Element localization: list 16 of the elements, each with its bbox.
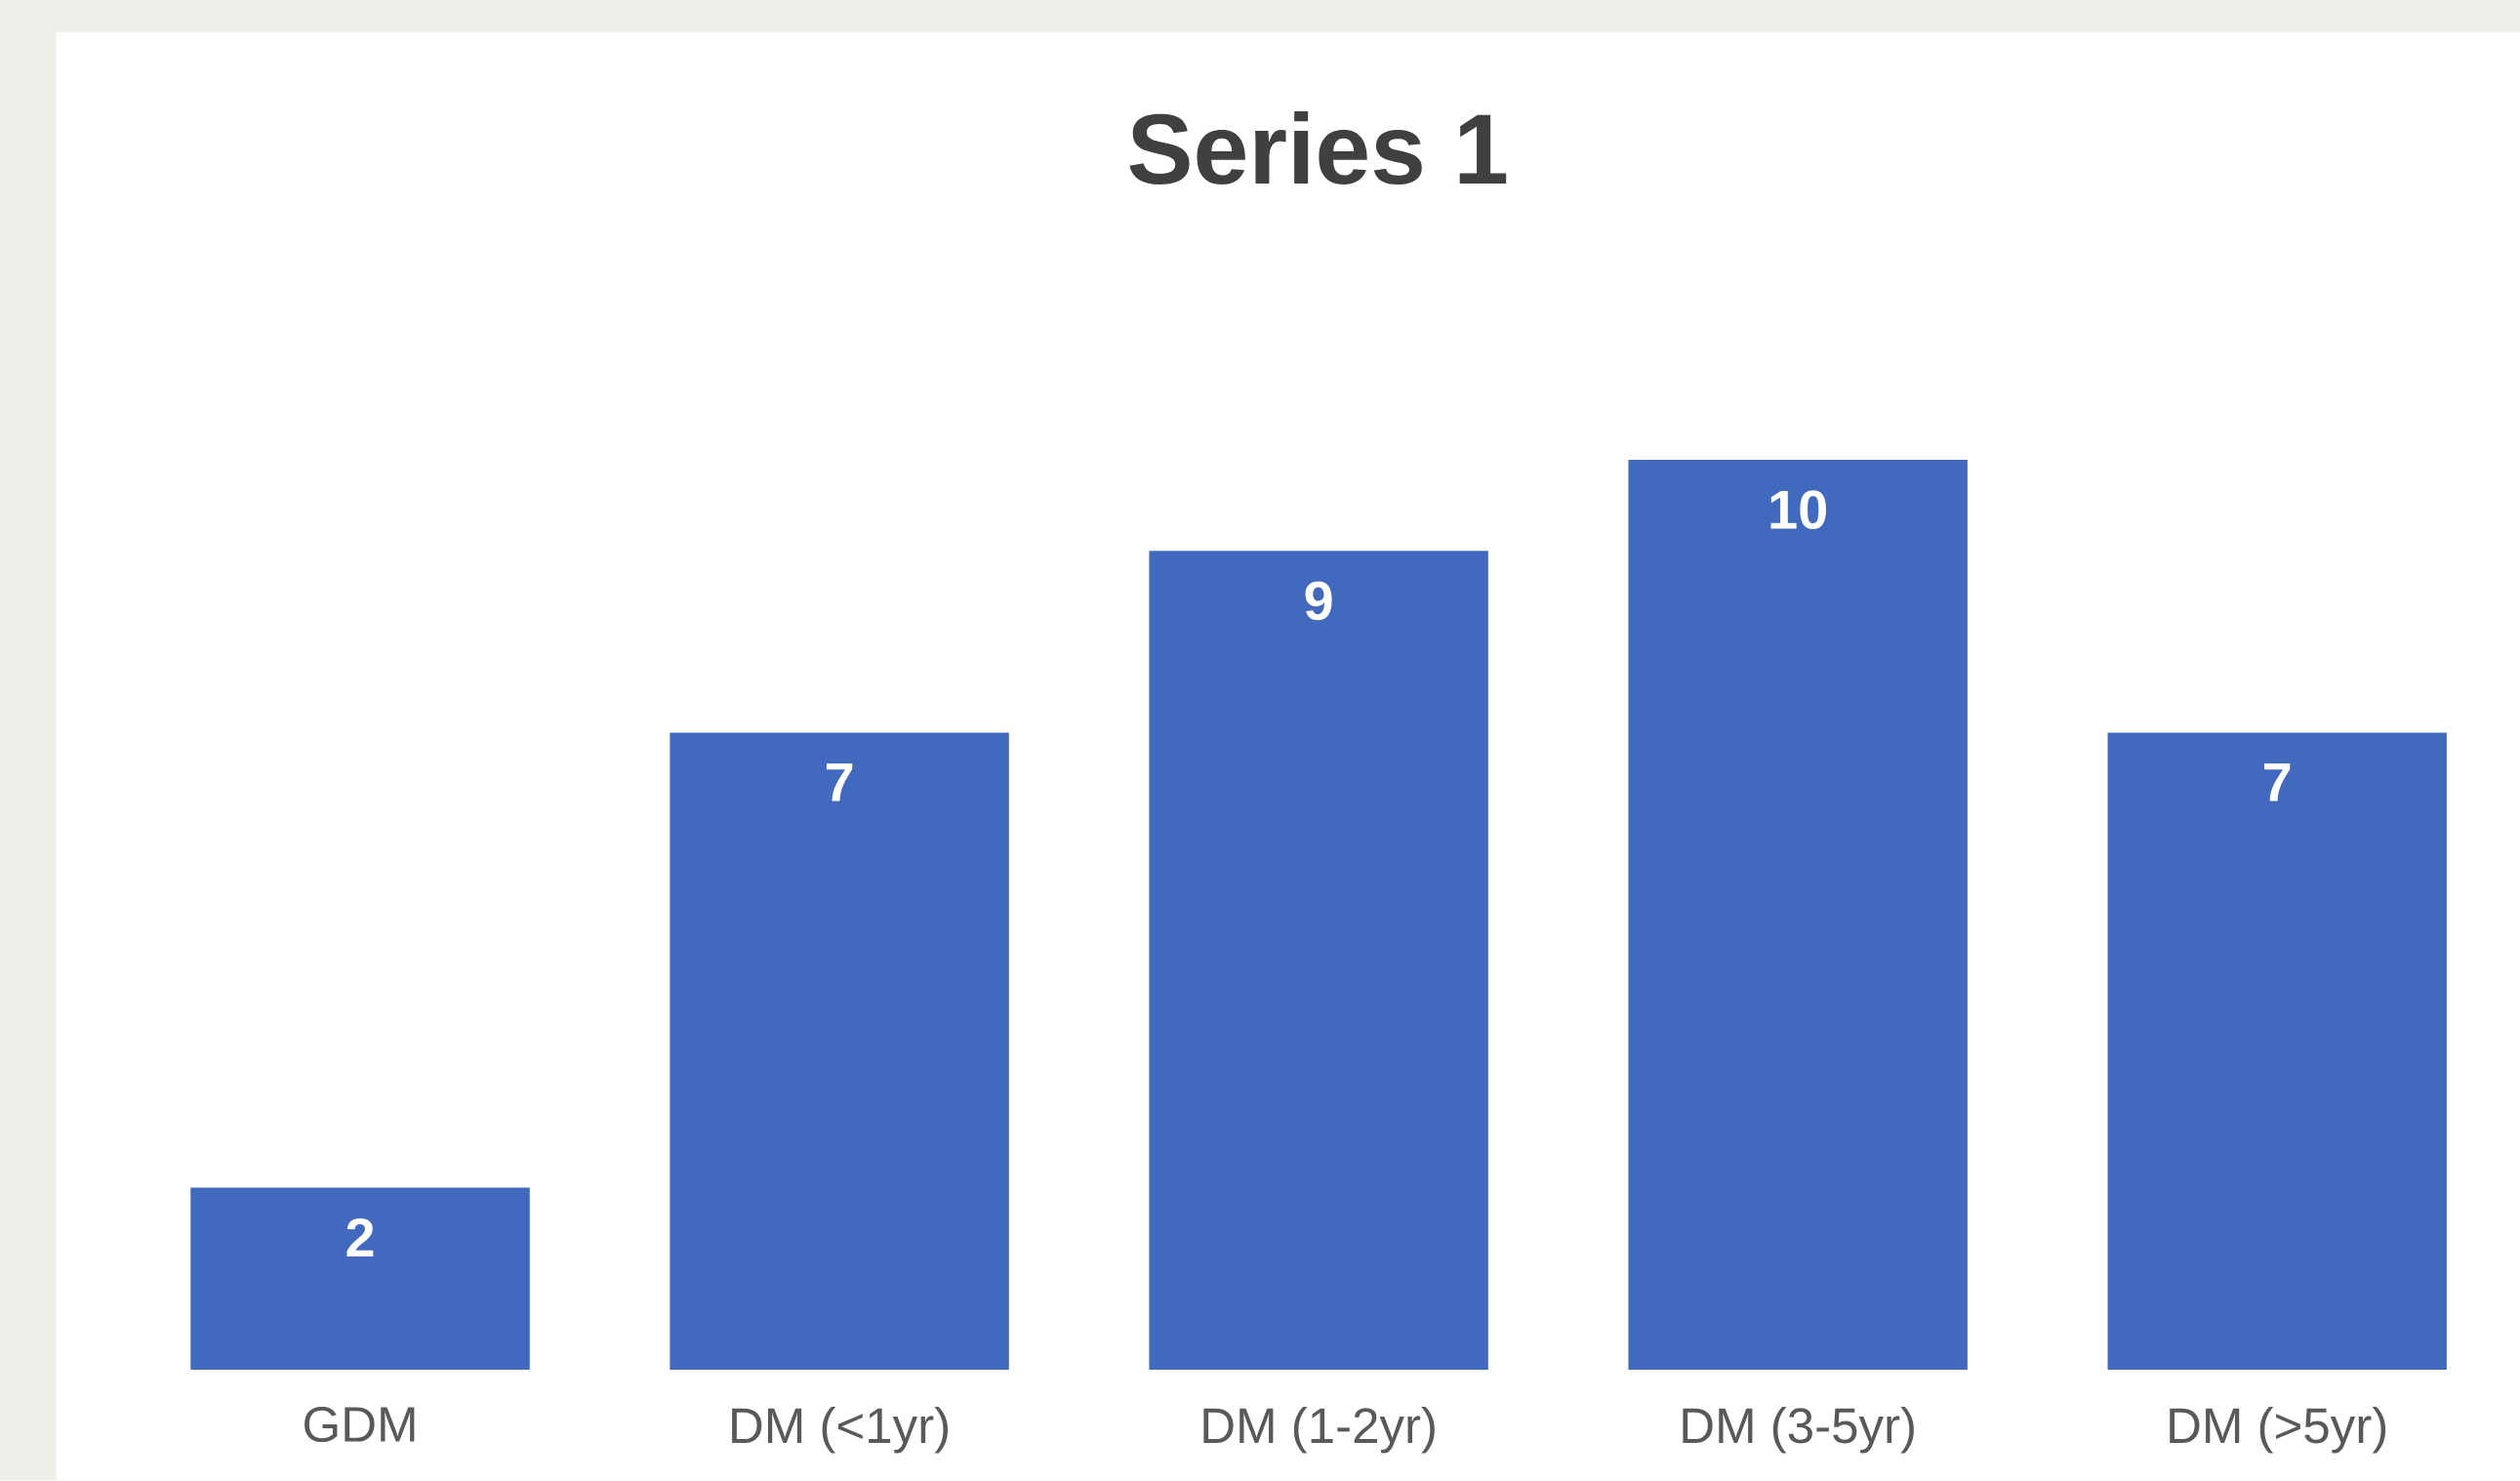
- bar: [2107, 732, 2447, 1371]
- bar: [190, 1187, 530, 1371]
- bar: [670, 732, 1009, 1371]
- x-tick-label: GDM: [305, 1407, 415, 1443]
- data-label: 9: [1305, 581, 1332, 621]
- data-label: 2: [346, 1218, 374, 1257]
- x-tick-label: DM (1-2yr): [1203, 1407, 1435, 1454]
- x-tick-label: DM (3-5yr): [1683, 1407, 1914, 1454]
- bar: [1149, 551, 1488, 1371]
- x-tick-label: DM (<1yr): [732, 1407, 948, 1454]
- data-label: 10: [1770, 490, 1826, 530]
- x-tick-label: DM (>5yr): [2170, 1407, 2386, 1454]
- data-label: 7: [2264, 763, 2291, 802]
- bar: [1628, 460, 1968, 1371]
- chart-title: Series 1: [1129, 111, 1507, 185]
- data-label: 7: [826, 763, 853, 802]
